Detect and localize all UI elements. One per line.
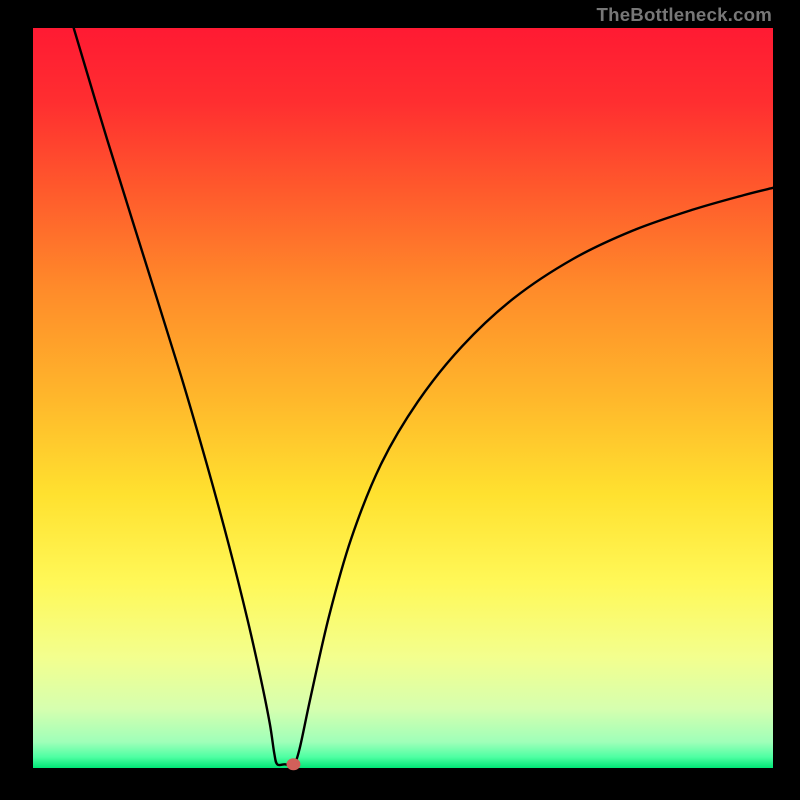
minimum-marker bbox=[286, 758, 300, 770]
plot-background bbox=[33, 28, 773, 768]
bottleneck-chart bbox=[0, 0, 800, 800]
watermark-text: TheBottleneck.com bbox=[597, 4, 773, 26]
chart-frame: { "image": { "width": 800, "height": 800… bbox=[0, 0, 800, 800]
